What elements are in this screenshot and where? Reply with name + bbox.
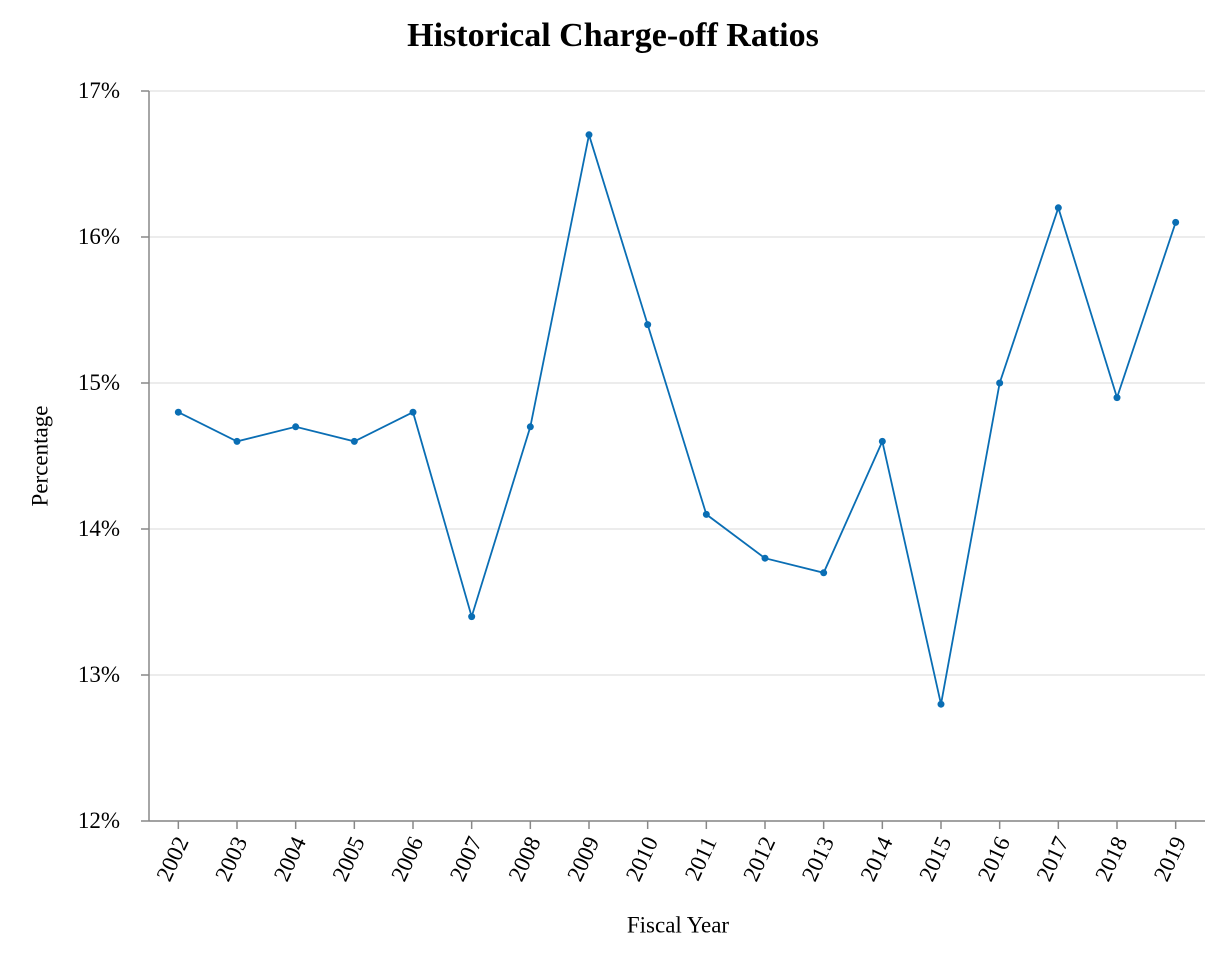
point — [1172, 218, 1180, 226]
point — [761, 554, 769, 562]
x-tick-label: 2017 — [1032, 833, 1074, 885]
x-tick-label: 2003 — [210, 833, 252, 885]
x-tick-label: 2007 — [445, 833, 487, 885]
x-tick-label: 2008 — [504, 833, 546, 885]
y-tick-label: 15% — [78, 370, 120, 395]
y-tick-label: 14% — [78, 516, 120, 541]
x-tick-label: 2012 — [738, 833, 780, 885]
point — [1113, 394, 1121, 402]
point — [937, 700, 945, 708]
point — [526, 423, 534, 431]
x-tick-label: 2013 — [797, 833, 839, 885]
y-tick-label: 12% — [78, 808, 120, 833]
y-tick-label: 13% — [78, 662, 120, 687]
x-tick-label: 2018 — [1090, 833, 1132, 885]
x-tick-label: 2002 — [152, 833, 194, 885]
point — [174, 408, 182, 416]
point — [468, 613, 476, 621]
point — [878, 437, 886, 445]
point — [820, 569, 828, 577]
x-tick-label: 2016 — [973, 833, 1015, 885]
chart-title: Historical Charge-off Ratios — [407, 17, 819, 54]
x-tick-label: 2005 — [328, 833, 370, 885]
point — [350, 437, 358, 445]
x-tick-label: 2015 — [914, 833, 956, 885]
point — [644, 321, 652, 329]
point — [996, 379, 1004, 387]
x-tick-label: 2011 — [680, 833, 722, 884]
point — [1054, 204, 1062, 212]
point — [702, 510, 710, 518]
x-tick-label: 2019 — [1149, 833, 1191, 885]
point — [292, 423, 300, 431]
point — [585, 131, 593, 139]
x-tick-label: 2004 — [269, 832, 311, 885]
x-tick-label: 2010 — [621, 833, 663, 885]
x-tick-label: 2006 — [386, 833, 428, 885]
y-tick-label: 16% — [78, 224, 120, 249]
y-tick-label: 17% — [78, 78, 120, 103]
y-axis-label: Percentage — [27, 406, 52, 507]
x-axis-label: Fiscal Year — [627, 912, 730, 937]
x-tick-label: 2014 — [856, 832, 898, 885]
x-tick-label: 2009 — [562, 833, 604, 885]
line — [177, 134, 1177, 705]
point — [233, 437, 241, 445]
point — [409, 408, 417, 416]
